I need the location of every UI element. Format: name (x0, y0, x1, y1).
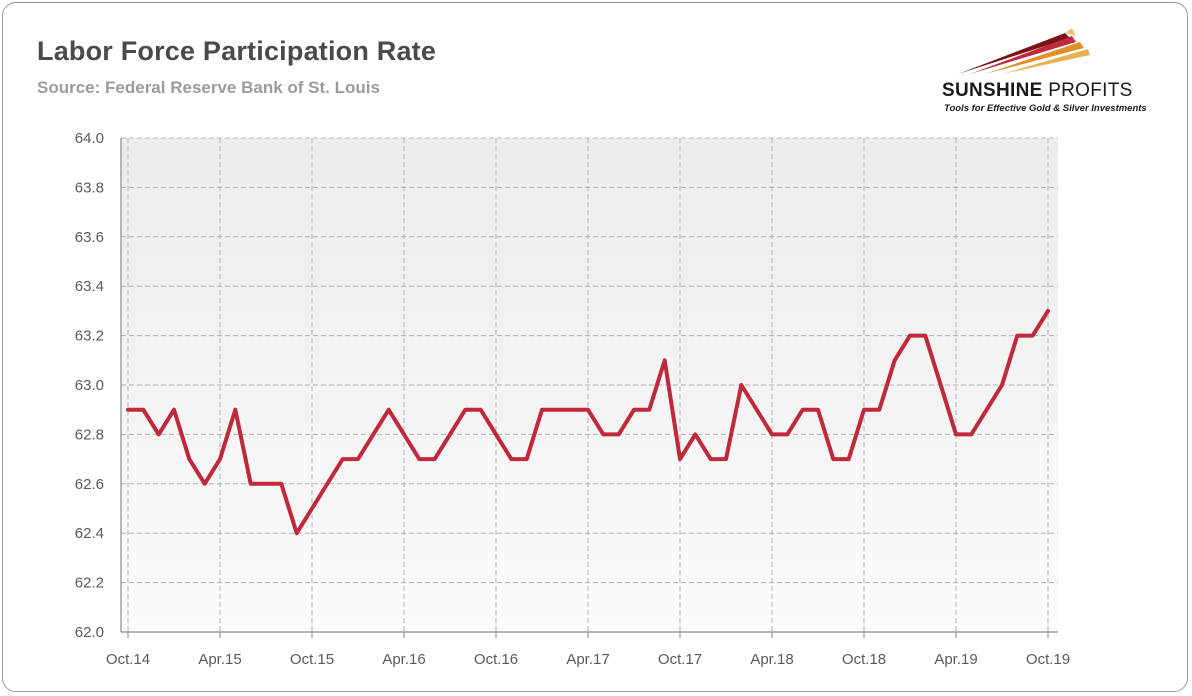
y-tick-label: 63.4 (75, 278, 104, 295)
y-tick-label: 62.8 (75, 426, 104, 443)
sun-rays-icon (958, 28, 1090, 74)
x-tick-label: Oct.15 (290, 651, 334, 668)
x-tick-label: Oct.14 (106, 651, 150, 668)
x-tick-label: Apr.16 (382, 651, 425, 668)
y-tick-label: 62.6 (75, 476, 104, 493)
y-tick-label: 62.4 (75, 525, 104, 542)
y-tick-label: 63.2 (75, 328, 104, 345)
x-tick-label: Apr.19 (934, 651, 977, 668)
series-line (126, 308, 1050, 536)
x-tick-label: Oct.17 (658, 651, 702, 668)
chart-title: Labor Force Participation Rate (37, 36, 437, 66)
y-tick-label: 63.8 (75, 179, 104, 196)
x-tick-label: Oct.18 (842, 651, 886, 668)
y-tick-label: 63.6 (75, 229, 104, 246)
x-tick-label: Oct.16 (474, 651, 518, 668)
x-tick-label: Apr.15 (198, 651, 241, 668)
x-tick-label: Apr.18 (750, 651, 793, 668)
y-tick-label: 63.0 (75, 377, 104, 394)
y-tick-label: 64.0 (75, 130, 104, 147)
chart-subtitle: Source: Federal Reserve Bank of St. Loui… (37, 78, 380, 97)
x-tick-label: Oct.19 (1026, 651, 1070, 668)
logo-name: SUNSHINE PROFITS (942, 80, 1133, 101)
x-tick-label: Apr.17 (566, 651, 609, 668)
logo-tagline: Tools for Effective Gold & Silver Invest… (944, 103, 1147, 114)
y-tick-label: 62.2 (75, 575, 104, 592)
brand-logo: SUNSHINE PROFITS Tools for Effective Gol… (930, 24, 1170, 119)
y-tick-label: 62.0 (75, 624, 104, 641)
